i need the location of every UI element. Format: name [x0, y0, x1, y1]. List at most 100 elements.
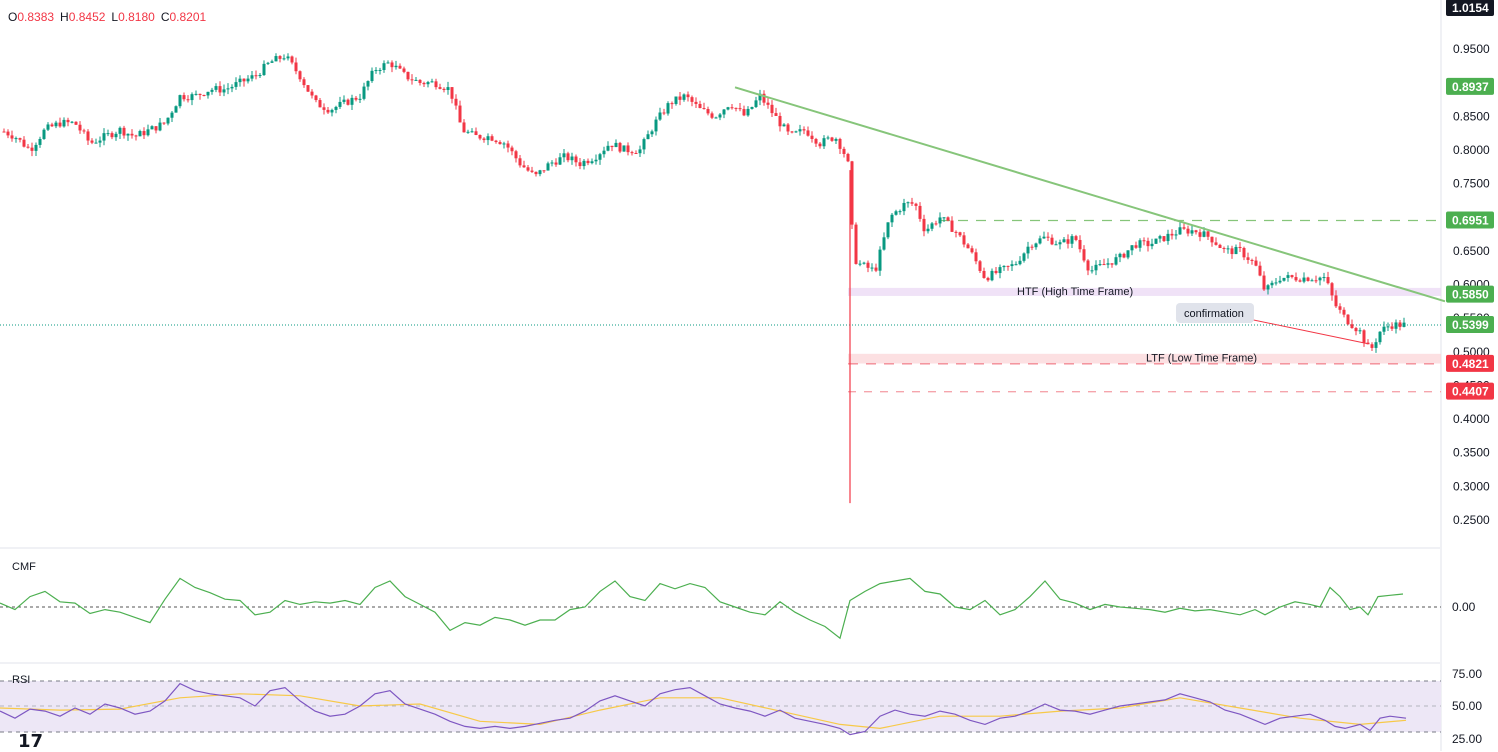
candle-body [490, 136, 494, 141]
candle-body [1266, 285, 1270, 290]
candle-body [534, 171, 538, 175]
candle-body [574, 156, 578, 163]
candle-body [210, 89, 214, 92]
candle-body [1226, 248, 1230, 250]
candle-body [42, 129, 46, 139]
candle-body [686, 94, 690, 98]
candle-body [638, 149, 642, 154]
candle-body [6, 131, 10, 136]
candle-body [1350, 324, 1354, 329]
candle-body [442, 88, 446, 91]
candle-body [694, 101, 698, 104]
price-badge: 1.0154 [1446, 0, 1494, 16]
candle-body [290, 56, 294, 63]
rsi-line [0, 682, 1407, 736]
candle-body [1210, 236, 1214, 243]
candle-body [602, 150, 606, 155]
candle-body [106, 133, 110, 135]
candle-body [146, 129, 150, 136]
candle-body [1134, 245, 1138, 248]
candle-body [86, 131, 90, 141]
candle-body [926, 228, 930, 232]
candle-body [902, 202, 906, 212]
price-badge: 0.5850 [1446, 285, 1494, 303]
candle-body [394, 65, 398, 68]
candle-body [1178, 227, 1182, 235]
candle-body [94, 142, 98, 144]
candle-body [238, 78, 242, 83]
candle-body [870, 267, 874, 269]
candle-body [1106, 263, 1110, 265]
candle-body [258, 75, 262, 77]
candle-body [46, 124, 50, 130]
cmf-line [0, 577, 1404, 640]
candle-body [1258, 265, 1262, 276]
candle-body [898, 211, 902, 213]
candle-body [646, 134, 650, 140]
candle-body [614, 142, 618, 148]
candle-body [306, 85, 310, 92]
candle-body [1314, 280, 1318, 282]
candle-body [942, 217, 946, 219]
candle-body [1298, 280, 1302, 282]
tradingview-logo-icon[interactable]: 17 [18, 731, 44, 752]
candle-body [1186, 228, 1190, 234]
y-axis[interactable]: 0.95000.90000.85000.80000.75000.70000.65… [1453, 42, 1490, 527]
candle-body [1150, 243, 1154, 247]
confirmation-line[interactable] [1234, 315, 1369, 345]
candle-body [478, 135, 482, 139]
candle-body [1002, 265, 1006, 268]
candle-body [198, 93, 202, 95]
candle-body [730, 107, 734, 109]
candle-body [834, 138, 838, 141]
candle-body [470, 131, 474, 133]
candle-body [206, 91, 210, 96]
candle-body [1322, 277, 1326, 279]
candle-body [1398, 322, 1402, 327]
candle-body [402, 68, 406, 72]
candle-body [670, 103, 674, 105]
candle-body [378, 69, 382, 71]
htf-zone [848, 287, 1441, 296]
candle-body [634, 153, 638, 155]
y-tick-label: 0.9500 [1453, 42, 1490, 56]
candle-body [1154, 238, 1158, 244]
candle-body [386, 62, 390, 64]
candle-body [630, 152, 634, 154]
candle-body [930, 223, 934, 229]
candle-body [550, 162, 554, 164]
y-tick-label: 0.7500 [1453, 177, 1490, 191]
candle-body [1198, 232, 1202, 237]
candle-body [746, 108, 750, 116]
candle-body [174, 106, 178, 113]
candle-body [70, 121, 74, 123]
candle-body [766, 102, 770, 105]
candle-body [1378, 331, 1382, 343]
candle-body [1354, 328, 1358, 332]
candle-body [882, 237, 886, 250]
candle-body [1086, 260, 1090, 271]
low-key: L [111, 10, 119, 24]
candle-body [166, 117, 170, 124]
candle-body [34, 144, 38, 151]
candle-body [890, 214, 894, 223]
candle-body [938, 217, 942, 224]
candle-body [818, 143, 822, 147]
candle-body [382, 63, 386, 70]
candle-body [798, 129, 802, 132]
candle-body [1334, 295, 1338, 307]
candle-body [1146, 240, 1150, 247]
descending-trendline[interactable] [734, 86, 1446, 303]
svg-text:0.6951: 0.6951 [1452, 214, 1489, 228]
candle-body [1158, 236, 1162, 239]
candle-body [1054, 244, 1058, 246]
candle-body [830, 137, 834, 141]
candle-body [910, 202, 914, 204]
price-label-badges: 1.0154 0.8937 0.6951 0.5850 0.5399 0.4821 0.44… [1446, 0, 1494, 400]
candle-body [1046, 236, 1050, 238]
candle-body [1094, 264, 1098, 271]
candle-body [114, 133, 118, 138]
candle-body [1310, 280, 1314, 282]
candle-body [326, 109, 330, 113]
